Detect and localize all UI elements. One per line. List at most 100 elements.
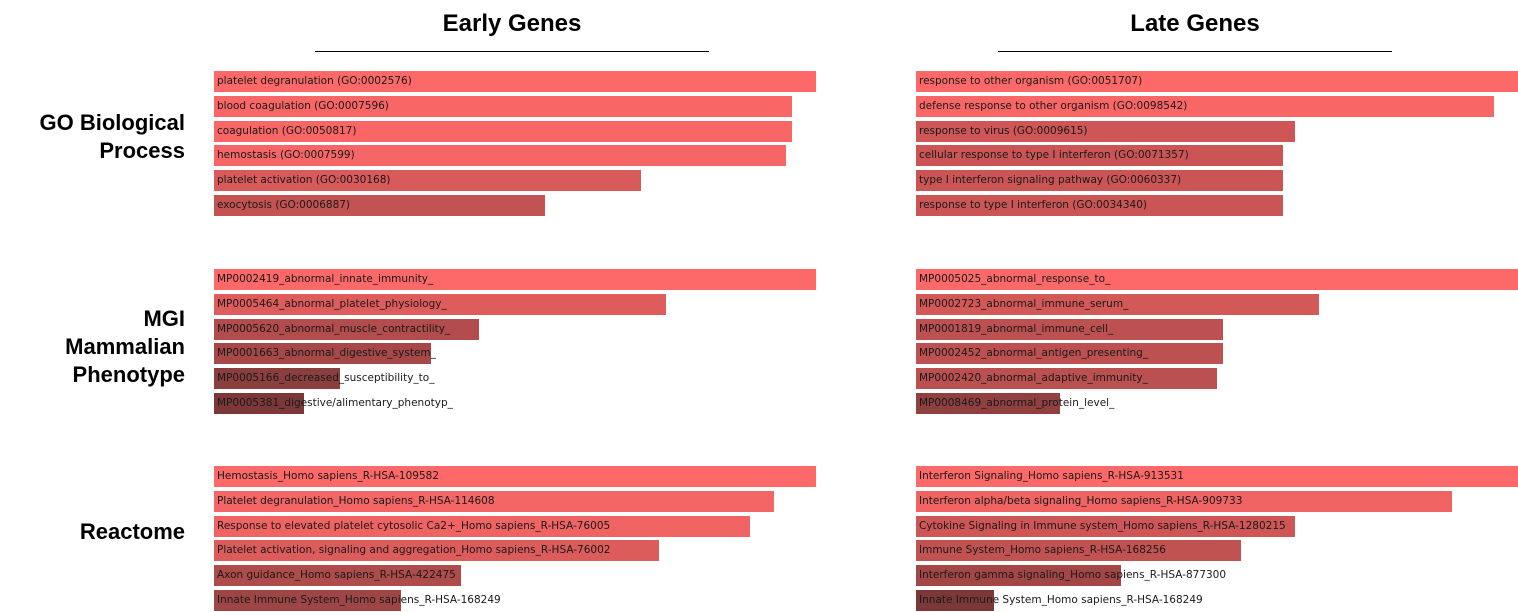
bar <box>214 516 750 537</box>
bar <box>916 393 1060 414</box>
row-label-line: Reactome <box>79 519 185 544</box>
bar-row: Platelet activation, signaling and aggre… <box>214 540 816 561</box>
bar-label: exocytosis (GO:0006887) <box>217 199 351 211</box>
bar <box>214 565 461 586</box>
bar-label: MP0001819_abnormal_immune_cell_ <box>919 323 1114 335</box>
bar-label: Innate Immune System_Homo sapiens_R-HSA-… <box>217 594 501 606</box>
bar-label: Immune System_Homo sapiens_R-HSA-168256 <box>919 544 1166 556</box>
bar-row: Immune System_Homo sapiens_R-HSA-168256 <box>916 540 1518 561</box>
column-title-early: Early Genes <box>442 10 582 37</box>
bar-row: Interferon gamma signaling_Homo sapiens_… <box>916 565 1518 586</box>
bar-label: Cytokine Signaling in Immune system_Homo… <box>919 520 1286 532</box>
bar-row: Innate Immune System_Homo sapiens_R-HSA-… <box>916 590 1518 611</box>
bar-label: response to other organism (GO:0051707) <box>919 75 1143 87</box>
bar-row: platelet activation (GO:0030168) <box>214 170 816 191</box>
bar <box>214 96 792 117</box>
bar-row: Interferon alpha/beta signaling_Homo sap… <box>916 491 1518 512</box>
bar-row: MP0002419_abnormal_innate_immunity_ <box>214 269 816 290</box>
bar <box>214 170 641 191</box>
bar-label: Platelet degranulation_Homo sapiens_R-HS… <box>217 495 495 507</box>
bar-row: MP0008469_abnormal_protein_level_ <box>916 393 1518 414</box>
bar <box>214 368 340 389</box>
panel-early-reactome: Hemostasis_Homo sapiens_R-HSA-109582 Plat… <box>214 466 816 612</box>
bar-row: response to other organism (GO:0051707) <box>916 71 1518 92</box>
bar-label: Response to elevated platelet cytosolic … <box>217 520 611 532</box>
row-label-line: Phenotype <box>72 362 185 387</box>
bar <box>916 121 1295 142</box>
bar-row: Response to elevated platelet cytosolic … <box>214 516 816 537</box>
bar-label: response to type I interferon (GO:003434… <box>919 199 1147 211</box>
panel-late-reactome: Interferon Signaling_Homo sapiens_R-HSA-… <box>916 466 1518 612</box>
panel-late-mgi: MP0005025_abnormal_response_to_ MP0002723… <box>916 269 1518 415</box>
bar-row: MP0002452_abnormal_antigen_presenting_ <box>916 343 1518 364</box>
bar-row: MP0001819_abnormal_immune_cell_ <box>916 319 1518 340</box>
row-label-mgi: MGI Mammalian Phenotype <box>65 305 185 389</box>
bar-label: Axon guidance_Homo sapiens_R-HSA-422475 <box>217 569 456 581</box>
bar <box>214 319 479 340</box>
bar <box>916 96 1494 117</box>
bar-row: response to virus (GO:0009615) <box>916 121 1518 142</box>
bar-label: defense response to other organism (GO:0… <box>919 100 1188 112</box>
bar-label: MP0002452_abnormal_antigen_presenting_ <box>919 347 1149 359</box>
bar <box>214 195 545 216</box>
bar-label: MP0008469_abnormal_protein_level_ <box>919 397 1115 409</box>
bar-label: MP0002723_abnormal_immune_serum_ <box>919 298 1129 310</box>
bar-row: defense response to other organism (GO:0… <box>916 96 1518 117</box>
bar <box>916 540 1241 561</box>
bar-label: Hemostasis_Homo sapiens_R-HSA-109582 <box>217 470 440 482</box>
bar-label: cellular response to type I interferon (… <box>919 149 1189 161</box>
bar-row: coagulation (GO:0050817) <box>214 121 816 142</box>
bar <box>916 145 1283 166</box>
panel-early-go: platelet degranulation (GO:0002576) blood… <box>214 71 816 217</box>
row-label-line: Process <box>99 138 185 163</box>
bar-row: cellular response to type I interferon (… <box>916 145 1518 166</box>
bar <box>916 170 1283 191</box>
bar-row: MP0001663_abnormal_digestive_system_ <box>214 343 816 364</box>
bar-row: MP0002420_abnormal_adaptive_immunity_ <box>916 368 1518 389</box>
bar <box>214 71 816 92</box>
bar-row: MP0005381_digestive/alimentary_phenotyp_ <box>214 393 816 414</box>
bar <box>916 319 1223 340</box>
bar <box>916 565 1121 586</box>
bar-row: hemostasis (GO:0007599) <box>214 145 816 166</box>
bar <box>214 466 816 487</box>
bar-row: blood coagulation (GO:0007596) <box>214 96 816 117</box>
bar-label: platelet degranulation (GO:0002576) <box>217 75 412 87</box>
bar-label: MP0005166_decreased_susceptibility_to_ <box>217 372 435 384</box>
bar <box>214 540 659 561</box>
bar-row: Interferon Signaling_Homo sapiens_R-HSA-… <box>916 466 1518 487</box>
bar <box>214 590 401 611</box>
row-label-line: Mammalian <box>65 334 185 359</box>
bar-row: Hemostasis_Homo sapiens_R-HSA-109582 <box>214 466 816 487</box>
bar <box>916 590 994 611</box>
bar-row: Platelet degranulation_Homo sapiens_R-HS… <box>214 491 816 512</box>
panel-early-mgi: MP0002419_abnormal_innate_immunity_ MP000… <box>214 269 816 415</box>
bar-label: MP0002419_abnormal_innate_immunity_ <box>217 273 434 285</box>
bar-row: platelet degranulation (GO:0002576) <box>214 71 816 92</box>
bar-row: type I interferon signaling pathway (GO:… <box>916 170 1518 191</box>
bar-row: MP0005464_abnormal_platelet_physiology_ <box>214 294 816 315</box>
bar-label: Innate Immune System_Homo sapiens_R-HSA-… <box>919 594 1203 606</box>
bar-row: MP0005025_abnormal_response_to_ <box>916 269 1518 290</box>
bar <box>916 368 1217 389</box>
row-label-line: MGI <box>143 306 185 331</box>
bar-row: MP0002723_abnormal_immune_serum_ <box>916 294 1518 315</box>
bar-row: MP0005166_decreased_susceptibility_to_ <box>214 368 816 389</box>
column-rule-early <box>315 51 709 52</box>
bar-label: MP0002420_abnormal_adaptive_immunity_ <box>919 372 1148 384</box>
bar-label: MP0001663_abnormal_digestive_system_ <box>217 347 436 359</box>
bar <box>214 269 816 290</box>
bar-label: platelet activation (GO:0030168) <box>217 174 391 186</box>
panel-late-go: response to other organism (GO:0051707) d… <box>916 71 1518 217</box>
bar-label: hemostasis (GO:0007599) <box>217 149 355 161</box>
bar-label: response to virus (GO:0009615) <box>919 125 1088 137</box>
bar-label: Platelet activation, signaling and aggre… <box>217 544 611 556</box>
bar <box>916 343 1223 364</box>
bar <box>916 516 1295 537</box>
bar-label: MP0005381_digestive/alimentary_phenotyp_ <box>217 397 453 409</box>
bar-row: exocytosis (GO:0006887) <box>214 195 816 216</box>
bar <box>214 145 786 166</box>
bar-label: type I interferon signaling pathway (GO:… <box>919 174 1182 186</box>
column-rule-late <box>998 51 1392 52</box>
